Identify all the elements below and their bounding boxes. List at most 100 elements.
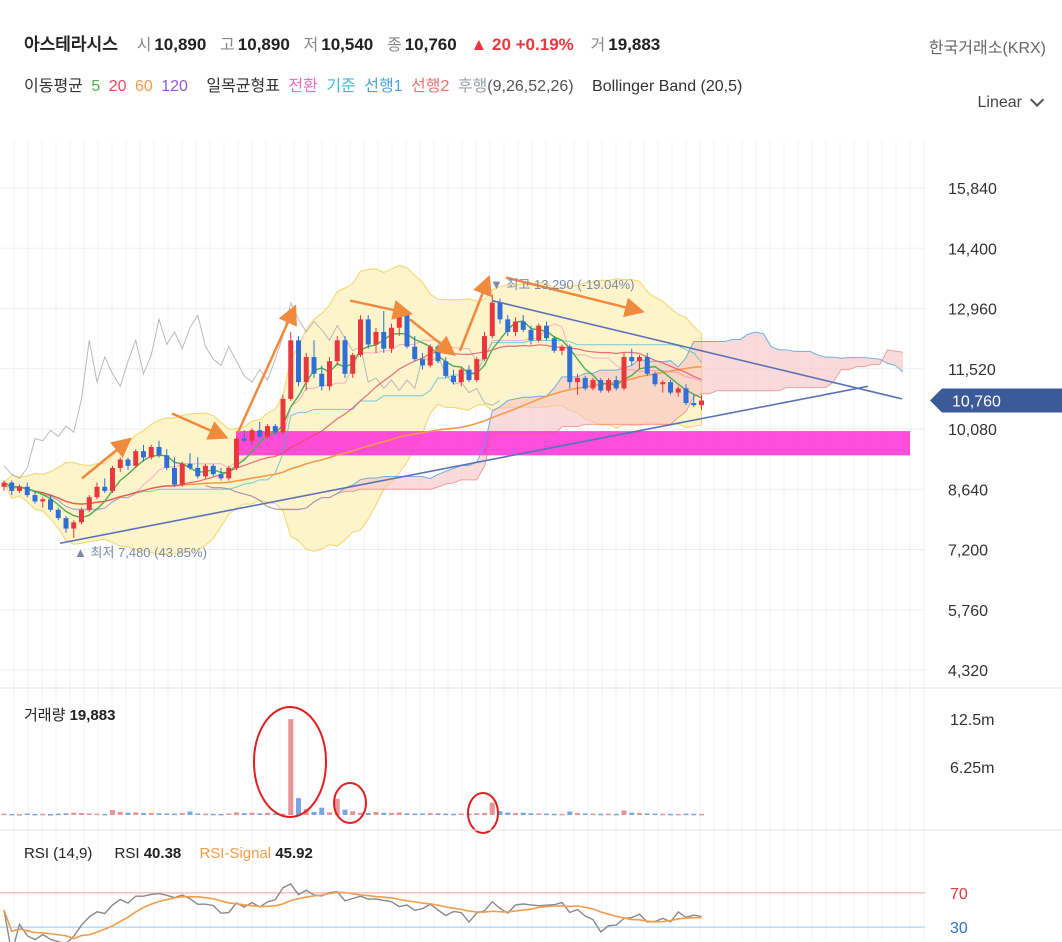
volume-bar [79, 813, 84, 815]
candle-body [699, 400, 704, 406]
candle-body [675, 388, 681, 393]
volume-value: 19,883 [608, 35, 661, 54]
volume-bar [172, 813, 177, 816]
ma20-label: 20 [108, 78, 127, 95]
ichimoku-label[interactable]: 일목균형표 [206, 78, 280, 95]
candle-body [528, 329, 534, 341]
annotation-arrow [171, 412, 229, 440]
price-header: 아스테라시스 시 10,890 고 10,890 저 10,540 종 10,760 ▲… [24, 30, 669, 55]
candle [675, 386, 681, 397]
candle-body [358, 319, 363, 355]
volume-bar [63, 813, 69, 815]
volume-bar [102, 813, 108, 816]
candle [621, 352, 627, 391]
candle [629, 348, 635, 366]
annotation-arrow [349, 299, 413, 320]
volume-bar [218, 813, 224, 816]
volume-bar [94, 813, 100, 816]
volume-bar [613, 813, 619, 816]
candle-body [544, 325, 549, 339]
candle [489, 294, 495, 339]
volume-bar [637, 813, 642, 815]
candle [520, 315, 526, 332]
candle-body [412, 346, 418, 360]
volume-bar [203, 813, 208, 816]
volume-bar [133, 812, 139, 815]
candle-body [133, 451, 139, 466]
volume-tick-label: 6.25m [950, 760, 994, 777]
candle [102, 478, 108, 494]
candle [272, 423, 278, 435]
volume-bar [195, 813, 201, 815]
span2-label: 선행2 [411, 78, 450, 95]
candle [32, 490, 38, 504]
candle-body [86, 497, 92, 510]
candle-body [164, 455, 170, 468]
candle-body [280, 398, 286, 433]
candle [458, 367, 464, 387]
candle [513, 317, 518, 337]
volume-bar [660, 813, 666, 816]
current-price-tag [930, 388, 1062, 413]
candle-body [272, 426, 278, 433]
volume-bar [234, 812, 239, 815]
candle-body [141, 451, 146, 458]
rsi-params: RSI (14,9) [24, 845, 93, 862]
volume-bar [350, 811, 356, 815]
y-tick-label: 10,080 [948, 422, 997, 439]
candle-body [420, 359, 425, 366]
candle [164, 449, 170, 471]
volume-bar [1, 813, 7, 816]
candle-body [536, 325, 542, 341]
volume-bar [567, 811, 573, 815]
current-price-label: 10,760 [952, 394, 1001, 411]
candle [691, 394, 697, 408]
candle [156, 440, 162, 458]
candle [311, 340, 317, 378]
candle [528, 325, 534, 345]
candle-body [265, 426, 270, 437]
candle-body [590, 380, 596, 389]
candle [195, 457, 201, 479]
candle-body [342, 340, 348, 374]
high-value: 10,890 [237, 35, 290, 54]
y-tick-label: 11,520 [948, 362, 996, 379]
y-tick-label: 15,840 [948, 181, 997, 198]
volume-bar [644, 813, 650, 815]
y-tick-label: 14,400 [948, 241, 997, 258]
candle-body [249, 430, 255, 441]
volume-bar [24, 813, 30, 815]
highlight-circle [253, 706, 327, 818]
high-annotation: ▼ 최고 13,290 (-19.04%) [490, 277, 634, 292]
candle [637, 354, 642, 370]
volume-bar [451, 813, 456, 816]
scale-dropdown[interactable]: Linear [978, 92, 1045, 112]
candle-body [606, 380, 611, 391]
candle [203, 463, 208, 479]
ma-label[interactable]: 이동평균 [24, 78, 83, 95]
candle-body [404, 315, 410, 347]
candle [40, 497, 46, 508]
volume-bar [156, 813, 162, 815]
annotation-arrow [81, 437, 132, 480]
bollinger-label[interactable]: Bollinger Band (20,5) [592, 78, 743, 95]
volume-bar [319, 807, 325, 815]
volume-bar [598, 813, 604, 816]
candle-body [195, 467, 201, 477]
volume-bar [528, 813, 534, 815]
conv-label: 전환 [288, 78, 318, 95]
candle-body [334, 340, 340, 362]
rsi-signal-value: 45.92 [275, 845, 313, 862]
volume-bar [9, 813, 15, 816]
candle [652, 371, 658, 387]
rsi-level-70: 70 [950, 886, 968, 903]
annotation-arrow [236, 304, 297, 433]
change-value: ▲ 20 +0.19% [470, 35, 574, 54]
volume-tick-label: 12.5m [950, 712, 994, 729]
candle [590, 377, 596, 391]
volume-bar [71, 812, 77, 815]
highlight-circle [333, 782, 367, 824]
candle-body [17, 486, 22, 491]
volume-bar [334, 798, 340, 815]
